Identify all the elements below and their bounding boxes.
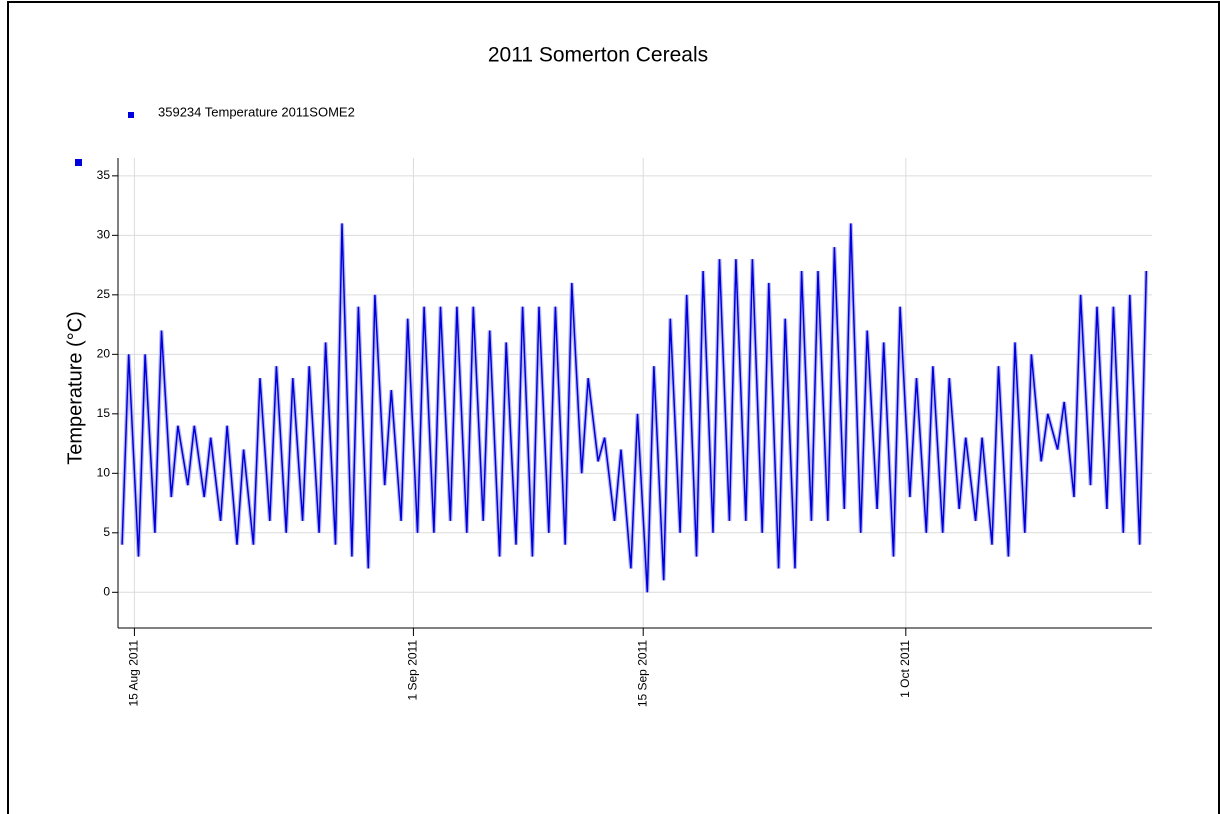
y-tick-label: 0 [103, 584, 110, 598]
x-tick-label: 1 Sep 2011 [406, 640, 420, 701]
x-tick-label: 15 Sep 2011 [635, 640, 649, 707]
legend-label: 359234 Temperature 2011SOME2 [158, 104, 355, 119]
x-tick-label: 1 Oct 2011 [898, 640, 912, 698]
y-tick-label: 15 [97, 406, 111, 420]
y-tick-label: 10 [97, 465, 111, 479]
y-tick-label: 35 [97, 168, 111, 182]
y-axis-label: Temperature (°C) [64, 311, 86, 465]
y-tick-label: 20 [97, 347, 111, 361]
chart-title: 2011 Somerton Cereals [488, 44, 708, 67]
frame [7, 1, 1220, 814]
x-tick-label: 15 Aug 2011 [127, 640, 141, 707]
y-tick-label: 30 [97, 228, 111, 242]
legend-swatch [128, 112, 134, 118]
series-line [121, 223, 1148, 593]
marker [75, 159, 82, 166]
y-tick-label: 25 [97, 287, 111, 301]
y-tick-label: 5 [103, 525, 110, 539]
